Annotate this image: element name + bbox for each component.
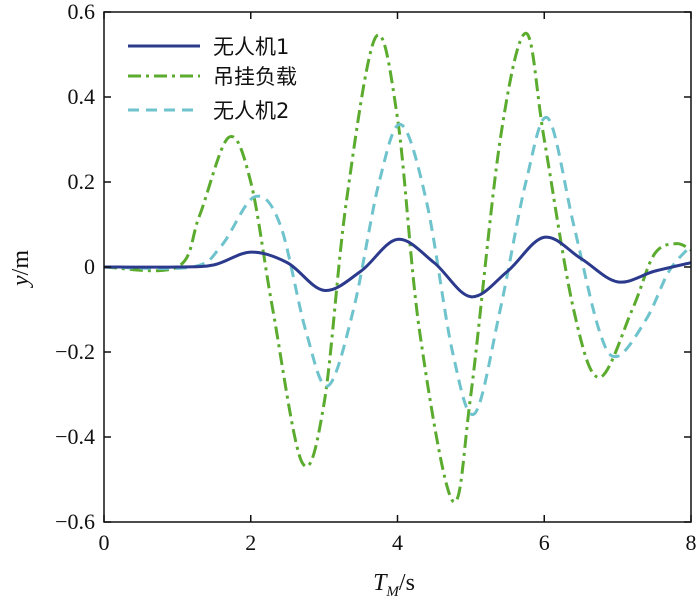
x-axis-label-unit: /s: [399, 570, 415, 596]
y-tick-label: −0.4: [55, 424, 95, 449]
legend-label-1: 无人机1: [213, 35, 289, 59]
y-axis-label: y/m: [8, 250, 34, 288]
series-layer: [104, 31, 691, 504]
x-tick-label: 8: [686, 530, 697, 555]
series-line-1: [104, 235, 691, 299]
y-axis-label-unit: /m: [8, 250, 34, 276]
x-axis-label: TM/s: [373, 570, 415, 600]
legend-label-2: 吊挂负载: [213, 65, 297, 89]
y-axis-label-main: y: [8, 275, 34, 288]
x-tick-label: 2: [245, 530, 256, 555]
y-tick-label: −0.2: [55, 339, 95, 364]
x-axis-label-main: T: [373, 570, 388, 596]
x-tick-label: 4: [392, 530, 403, 555]
x-tick-label: 6: [539, 530, 550, 555]
y-tick-label: 0.2: [68, 169, 96, 194]
legend-label-3: 无人机2: [213, 99, 289, 123]
y-tick-label: −0.6: [55, 509, 95, 534]
ticks-layer: 0 2 4 6 8 −0.6 −0.4 −0.2 0 0.2 0.4 0.6: [55, 0, 696, 555]
series-line-3: [104, 115, 691, 417]
x-tick-label: 0: [99, 530, 110, 555]
y-tick-label: 0.6: [68, 0, 96, 24]
y-tick-label: 0: [84, 254, 95, 279]
x-axis-label-sub: M: [385, 584, 400, 600]
y-tick-label: 0.4: [68, 84, 96, 109]
